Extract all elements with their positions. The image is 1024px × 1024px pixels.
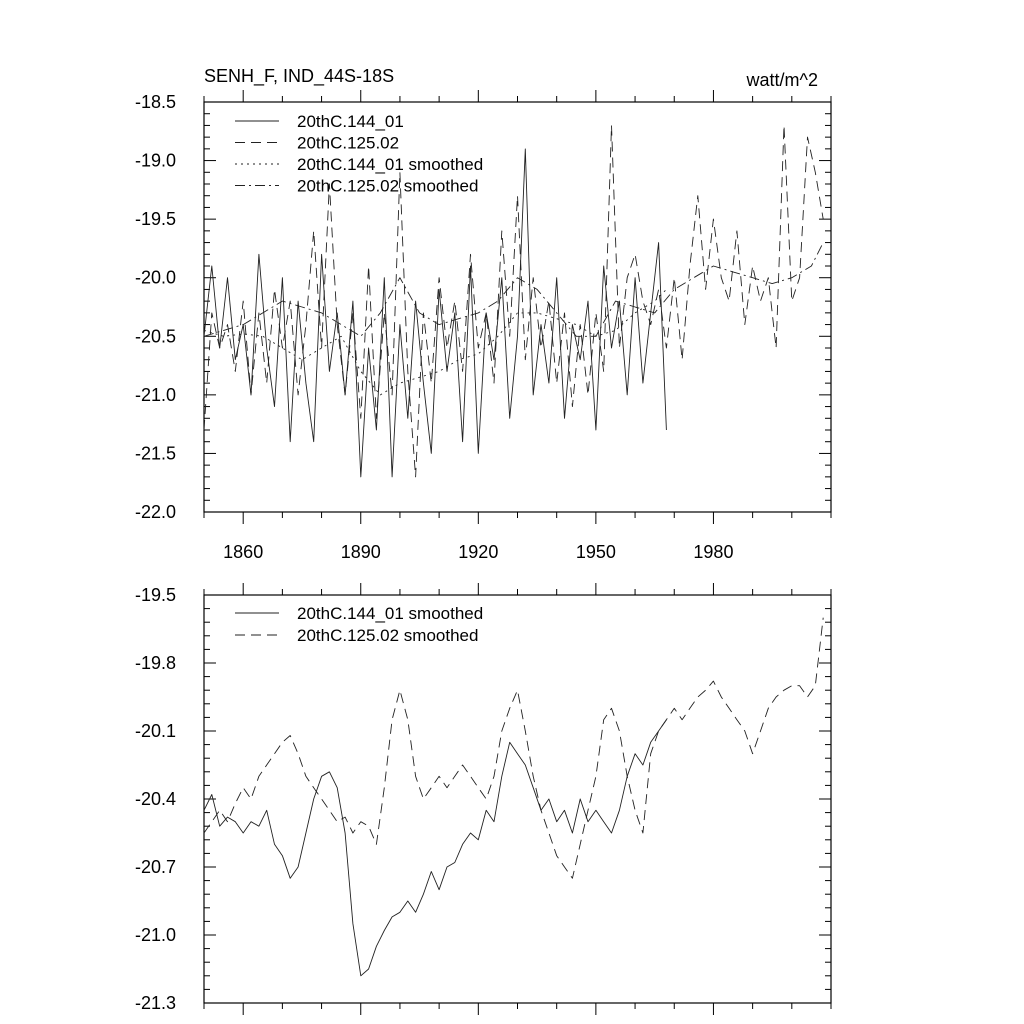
series-line-1 [203, 719, 667, 977]
y-tick-label: -19.0 [135, 151, 176, 171]
y-tick-label: -19.5 [135, 585, 176, 605]
plot-frame [203, 594, 832, 1004]
top-panel-time-series: -22.0 -21.5 -21.0 -20.5 -20.0 -19.5 -19.0 -18.5… [135, 90, 832, 562]
y-tick-label: -19.5 [135, 209, 176, 229]
y-tick-label: -21.0 [135, 925, 176, 945]
legend-label-1: 20thC.144_01 smoothed [297, 604, 483, 623]
y-tick-label: -21.3 [135, 993, 176, 1013]
y-tick-label: -18.5 [135, 92, 176, 112]
units-label: watt/m^2 [746, 70, 818, 90]
x-tick-label: 1980 [693, 542, 733, 562]
legend-label-3: 20thC.144_01 smoothed [297, 155, 483, 174]
legend-label-4: 20thC.125.02 smoothed [297, 177, 478, 196]
y-tick-label: -20.1 [135, 721, 176, 741]
bottom-panel-smoothed-series: -21.3 -21.0 -20.7 -20.4 -20.1 -19.8 -19.5 20thC… [135, 583, 832, 1015]
y-tick-label: -20.0 [135, 268, 176, 288]
y-tick-label: -20.5 [135, 326, 176, 346]
legend-label-1: 20thC.144_01 [297, 112, 404, 131]
series-line-1 [203, 148, 667, 478]
chart-title: SENH_F, IND_44S-18S [204, 66, 394, 87]
legend-label-2: 20thC.125.02 [297, 134, 399, 153]
legend-label-2: 20thC.125.02 smoothed [297, 626, 478, 645]
series-line-2 [203, 617, 824, 879]
x-tick-label: 1950 [576, 542, 616, 562]
x-tick-label: 1920 [458, 542, 498, 562]
y-tick-label: -22.0 [135, 502, 176, 522]
y-tick-label: -20.7 [135, 857, 176, 877]
y-tick-label: -21.5 [135, 443, 176, 463]
y-tick-label: -21.0 [135, 385, 176, 405]
y-tick-label: -20.4 [135, 789, 176, 809]
series-line-4 [203, 242, 824, 337]
x-tick-label: 1890 [341, 542, 381, 562]
y-tick-label: -19.8 [135, 653, 176, 673]
x-tick-label: 1860 [223, 542, 263, 562]
